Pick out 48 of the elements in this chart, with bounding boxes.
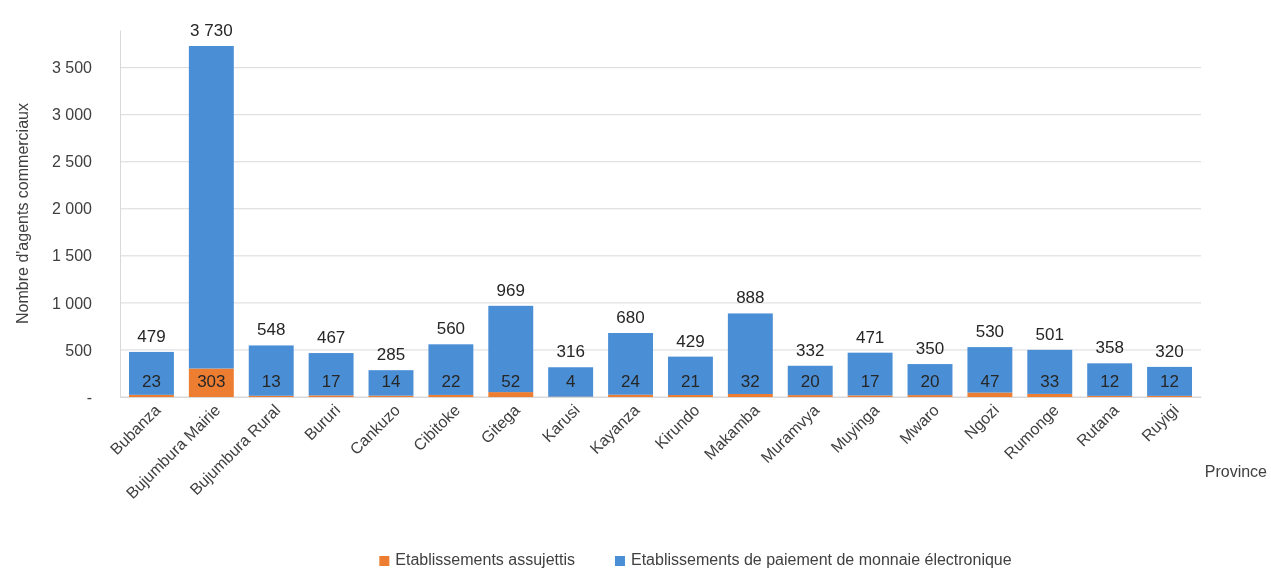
data-label: 32 bbox=[740, 372, 760, 391]
data-label: 303 bbox=[197, 372, 226, 391]
y-tick-label: 2 500 bbox=[51, 153, 93, 171]
data-label: 4 bbox=[565, 372, 576, 391]
total-label: 358 bbox=[1095, 338, 1124, 358]
y-tick-label: 500 bbox=[65, 341, 93, 359]
y-tick-label: 3 000 bbox=[51, 106, 93, 124]
y-tick-label: 1 500 bbox=[51, 247, 93, 265]
y-axis-title: Nombre d'agents commerciaux bbox=[14, 103, 31, 324]
y-tick-label: 1 000 bbox=[51, 294, 93, 312]
total-label: 680 bbox=[616, 308, 645, 328]
legend-label: Etablissements de paiement de monnaie électronique bbox=[630, 551, 1012, 568]
data-label: 23 bbox=[141, 372, 161, 391]
total-label: 479 bbox=[137, 326, 166, 346]
data-label: 13 bbox=[261, 372, 281, 391]
y-tick-label: - bbox=[86, 388, 92, 406]
data-label: 17 bbox=[321, 372, 341, 391]
total-label: 467 bbox=[316, 328, 346, 348]
data-label: 47 bbox=[980, 372, 1000, 391]
data-label: 14 bbox=[381, 372, 401, 391]
data-label: 20 bbox=[800, 372, 820, 391]
total-label: 969 bbox=[496, 280, 525, 300]
data-label: 24 bbox=[621, 372, 641, 391]
total-label: 285 bbox=[376, 345, 406, 365]
data-label: 20 bbox=[920, 372, 940, 391]
total-label: 429 bbox=[676, 331, 705, 351]
total-label: 501 bbox=[1035, 324, 1064, 344]
data-label: 52 bbox=[501, 372, 521, 391]
y-tick-label: 3 500 bbox=[51, 59, 93, 77]
total-label: 471 bbox=[855, 327, 885, 347]
legend-label: Etablissements assujettis bbox=[395, 551, 575, 568]
total-label: 548 bbox=[257, 320, 286, 340]
data-label: 33 bbox=[1040, 372, 1060, 391]
x-axis-title: Province bbox=[1204, 463, 1268, 480]
total-label: 530 bbox=[975, 322, 1005, 342]
data-label: 12 bbox=[1100, 372, 1120, 391]
total-label: 3 730 bbox=[190, 21, 233, 40]
data-label: 17 bbox=[860, 372, 880, 391]
total-label: 320 bbox=[1155, 341, 1184, 361]
total-label: 560 bbox=[436, 319, 466, 339]
data-label: 22 bbox=[441, 372, 461, 391]
total-label: 332 bbox=[796, 340, 825, 360]
total-label: 888 bbox=[736, 288, 765, 308]
data-label: 21 bbox=[680, 372, 700, 391]
total-label: 350 bbox=[915, 339, 945, 359]
data-label: 12 bbox=[1160, 372, 1180, 391]
y-tick-label: 2 000 bbox=[51, 200, 93, 218]
total-label: 316 bbox=[556, 342, 585, 362]
